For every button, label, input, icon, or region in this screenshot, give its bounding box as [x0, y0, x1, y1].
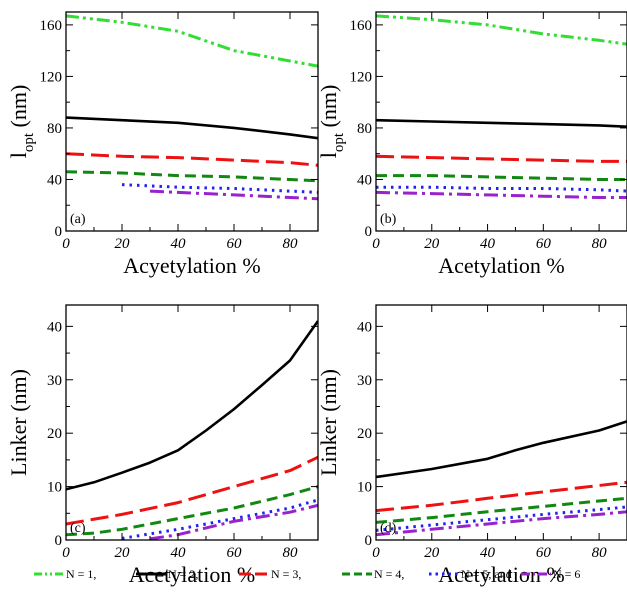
x-tick-label: 0: [62, 236, 70, 252]
y-tick-label: 30: [357, 373, 372, 389]
panel-label: (a): [70, 212, 86, 227]
series-group: [66, 320, 318, 540]
series-line-n4: [376, 496, 627, 524]
x-tick-label: 0: [62, 545, 70, 561]
x-tick-label: 40: [171, 545, 187, 561]
series-line-n3: [376, 154, 627, 163]
series-line-n3: [66, 455, 318, 526]
y-tick-label: 40: [47, 319, 62, 335]
x-tick-label: 60: [536, 236, 552, 252]
legend-label-n1: N = 1,: [66, 567, 96, 581]
series-line-n3: [376, 480, 627, 513]
y-tick-label: 10: [47, 480, 62, 496]
legend-label-n2: N = 2,: [168, 567, 198, 581]
y-tick-label: 120: [40, 69, 63, 85]
y-tick-label: 0: [365, 533, 373, 549]
plot-frame: [375, 304, 627, 541]
x-tick-label: 40: [171, 236, 187, 252]
y-axis-title: lopt (nm): [316, 85, 347, 159]
series-group: [376, 14, 627, 199]
series-line-n2: [376, 420, 627, 479]
x-tick-label: 60: [227, 236, 243, 252]
x-tick-label: 80: [592, 545, 608, 561]
x-tick-label: 60: [536, 545, 552, 561]
x-tick-label: 0: [372, 236, 380, 252]
series-line-n6: [376, 190, 627, 199]
y-tick-label: 40: [357, 319, 372, 335]
plot-frame: [65, 304, 319, 541]
x-tick-label: 20: [424, 545, 440, 561]
series-line-n5: [376, 505, 627, 532]
y-tick-label: 160: [350, 18, 373, 34]
y-tick-label: 40: [357, 172, 372, 188]
panel-label: (d): [380, 521, 397, 536]
series-line-n2: [66, 116, 318, 140]
y-tick-label: 80: [357, 121, 372, 137]
series-line-n3: [66, 152, 318, 167]
y-axis-title: Linker (nm): [6, 369, 31, 476]
series-line-n1: [376, 14, 627, 46]
series-line-n4: [376, 174, 627, 181]
x-tick-label: 80: [283, 236, 299, 252]
series-line-n5: [121, 498, 318, 540]
y-tick-label: 0: [55, 224, 63, 240]
series-line-n2: [376, 118, 627, 128]
panel-label: (b): [380, 212, 397, 227]
x-tick-label: 40: [480, 545, 496, 561]
panel-2: 0 20 40 60 80 0 40 80 120 160 (b) Acetylation % lopt…: [316, 11, 627, 278]
panel-1: 0 20 40 60 80 0 40 80 120 160 (a) Acyetylation % lop…: [6, 11, 319, 278]
y-tick-label: 40: [47, 172, 62, 188]
y-tick-label: 120: [350, 69, 373, 85]
series-group: [66, 14, 318, 201]
y-tick-label: 0: [365, 224, 373, 240]
legend-label-n4: N = 4,: [374, 567, 404, 581]
series-group: [376, 420, 627, 537]
series-line-n1: [66, 14, 318, 68]
x-tick-label: 0: [372, 545, 380, 561]
legend-label-n6: N = 6: [553, 567, 580, 581]
y-tick-label: 80: [47, 121, 62, 137]
x-tick-label: 20: [115, 545, 131, 561]
y-axis-title: lopt (nm): [6, 85, 37, 159]
series-line-n6: [149, 503, 318, 540]
y-tick-label: 20: [357, 426, 372, 442]
x-axis-title: Acetylation %: [438, 253, 564, 278]
series-line-n6: [376, 510, 627, 537]
series-line-n4: [66, 170, 318, 183]
y-tick-label: 0: [55, 533, 63, 549]
series-line-n4: [66, 485, 318, 537]
y-tick-label: 10: [357, 480, 372, 496]
x-axis-title: Acyetylation %: [123, 253, 260, 278]
series-line-n2: [66, 320, 318, 491]
x-tick-label: 20: [424, 236, 440, 252]
series-line-n6: [149, 189, 318, 201]
y-axis-title: Linker (nm): [316, 369, 341, 476]
y-tick-label: 20: [47, 426, 62, 442]
panel-label: (c): [70, 521, 86, 536]
plot-frame: [375, 11, 627, 232]
series-line-n5: [376, 185, 627, 193]
plot-frame: [65, 11, 319, 232]
x-tick-label: 80: [592, 236, 608, 252]
y-tick-label: 30: [47, 373, 62, 389]
x-tick-label: 20: [115, 236, 131, 252]
x-tick-label: 80: [283, 545, 299, 561]
legend: N = 1, N = 2, N = 3, N = 4, N = 5, and N = 6: [34, 567, 580, 581]
legend-label-n3: N = 3,: [271, 567, 301, 581]
x-tick-label: 60: [227, 545, 243, 561]
y-tick-label: 160: [40, 18, 63, 34]
x-tick-label: 40: [480, 236, 496, 252]
legend-label-n5: N = 5, and: [461, 567, 512, 581]
